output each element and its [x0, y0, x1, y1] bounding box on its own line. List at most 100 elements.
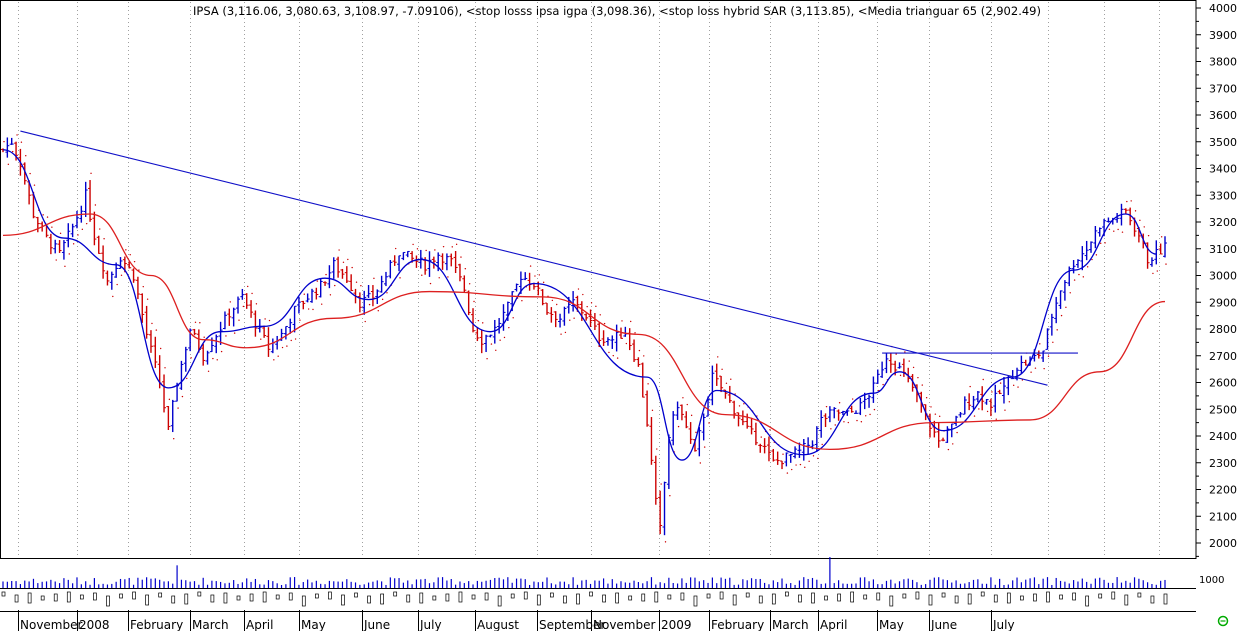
sar-dot [503, 336, 506, 339]
sar-dot [1078, 273, 1080, 276]
sar-dot [7, 163, 10, 166]
sar-dot [590, 302, 593, 304]
sar-dot [255, 303, 258, 305]
sar-dot [468, 283, 471, 285]
sar-dot [690, 414, 693, 417]
sar-dot [560, 333, 562, 335]
sar-dot [595, 305, 597, 308]
event-box [106, 595, 110, 607]
sar-dot [1073, 279, 1076, 281]
sar-dot [973, 415, 976, 417]
x-tick-label: May [879, 618, 904, 631]
sar-dot [229, 301, 232, 303]
y-tick-label: 2700 [1209, 350, 1237, 363]
sar-dot [603, 322, 606, 325]
sar-dot [33, 184, 36, 186]
event-box [1124, 594, 1129, 606]
sar-dot [1152, 272, 1154, 275]
sar-dot [412, 243, 414, 246]
sar-dot [629, 320, 632, 323]
sar-dot [865, 415, 867, 417]
sar-dot [72, 243, 75, 245]
event-box [1059, 594, 1063, 600]
sar-dot [551, 299, 554, 302]
sar-dot [360, 285, 362, 287]
event-box [1111, 591, 1116, 600]
sar-dot [286, 345, 288, 347]
sar-dot [991, 391, 993, 393]
sar-dot [703, 446, 706, 448]
sar-dot [660, 483, 662, 485]
event-box [641, 593, 646, 602]
sar-dot [664, 541, 667, 543]
event-box [550, 592, 554, 598]
sar-dot [921, 384, 923, 386]
volume-panel [1, 557, 1168, 607]
sar-dot [1091, 258, 1093, 261]
sar-dot [569, 319, 571, 321]
sar-dot [786, 472, 789, 474]
sar-dot [760, 436, 762, 438]
y-tick-label: 4000 [1209, 2, 1237, 15]
sar-dot [647, 383, 649, 385]
sar-dot [1082, 276, 1085, 278]
sar-dot [834, 424, 836, 426]
sar-dot [717, 356, 719, 358]
sar-dot [917, 376, 919, 379]
event-box [484, 592, 489, 601]
sar-dot [534, 275, 536, 277]
sar-dot [934, 413, 937, 415]
event-box [432, 595, 437, 601]
sar-dot [1060, 314, 1063, 317]
sar-dot [625, 342, 628, 345]
event-box [223, 592, 228, 604]
sar-dot [99, 228, 101, 230]
sar-dot [159, 347, 162, 350]
sar-dot [782, 453, 784, 455]
sar-dot [699, 462, 702, 464]
event-box [197, 591, 202, 597]
sar-dot [46, 216, 49, 218]
sar-dot [260, 338, 262, 340]
sar-dot [103, 238, 105, 240]
sar-dot [482, 322, 484, 324]
y-tick-label: 2800 [1209, 323, 1237, 336]
event-box [393, 591, 398, 597]
x-tick-label: June [930, 618, 957, 631]
sar-dot [299, 319, 301, 321]
x-tick-label: August [477, 618, 519, 631]
sar-dot [582, 293, 584, 296]
event-box [406, 594, 411, 603]
sar-dot [1039, 343, 1041, 345]
event-box [850, 591, 855, 603]
event-box [771, 593, 776, 605]
y-tick-label: 2000 [1209, 537, 1237, 550]
sar-dot [638, 349, 641, 352]
sar-dot [651, 409, 654, 412]
sar-dot [164, 367, 166, 369]
sar-dot [151, 322, 153, 325]
sar-dot [455, 243, 458, 246]
sar-dot [125, 249, 127, 251]
sar-dot [586, 305, 588, 308]
sar-dot [473, 300, 475, 303]
plot-frame [0, 0, 1197, 559]
sar-dot [434, 249, 436, 251]
sar-dot [94, 204, 97, 206]
sar-dot [1052, 341, 1054, 343]
sar-dot [938, 415, 941, 418]
event-box [954, 595, 959, 604]
event-box [93, 592, 97, 601]
y-tick-label: 2900 [1209, 296, 1237, 309]
sar-dot [821, 443, 823, 446]
sar-dot [190, 357, 192, 359]
event-box [27, 592, 32, 604]
sar-dot [316, 280, 319, 282]
sar-dot [499, 339, 501, 341]
event-box [732, 594, 737, 606]
event-box [980, 591, 985, 597]
event-box [301, 595, 306, 607]
y-tick-label: 3300 [1209, 189, 1237, 202]
